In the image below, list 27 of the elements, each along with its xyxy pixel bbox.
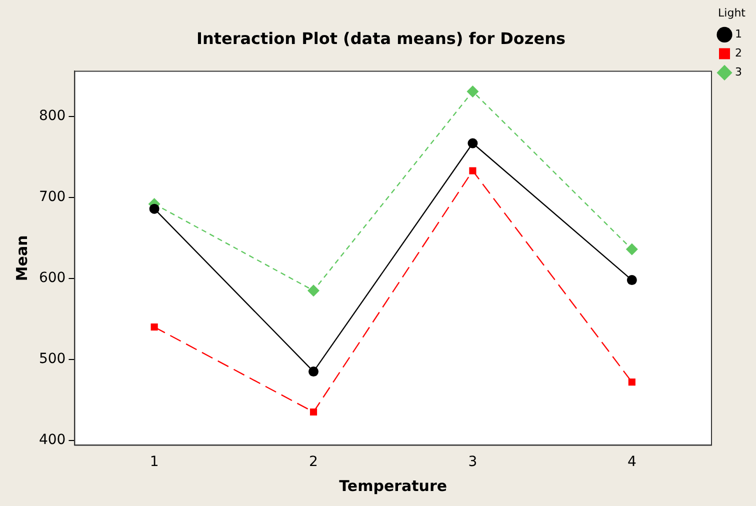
y-tick-label: 500	[38, 351, 66, 368]
point	[308, 366, 319, 377]
point	[626, 243, 638, 256]
y-tick-label: 800	[38, 108, 66, 124]
y-tick-label: 600	[38, 270, 66, 286]
legend-label: 1	[735, 28, 742, 41]
point	[149, 204, 160, 214]
point	[628, 378, 636, 386]
y-tick-label: 700	[38, 189, 66, 206]
legend-label: 3	[735, 66, 742, 79]
point	[626, 275, 637, 286]
x-tick-label: 4	[627, 454, 636, 470]
x-tick-label: 2	[309, 454, 318, 470]
y-tick-label: 400	[38, 432, 66, 448]
x-axis-title: Temperature	[339, 476, 448, 495]
legend-label: 2	[735, 46, 742, 60]
point	[310, 408, 318, 416]
point	[308, 284, 320, 297]
y-axis-title: Mean	[12, 235, 31, 282]
point	[468, 138, 478, 148]
point	[466, 85, 479, 98]
legend-title: Light	[718, 6, 746, 20]
chart-title: Interaction Plot (data means) for Dozens	[196, 28, 566, 48]
point	[150, 323, 158, 331]
x-tick-label: 1	[150, 454, 159, 470]
x-tick-label: 3	[468, 454, 478, 470]
point	[469, 167, 476, 174]
